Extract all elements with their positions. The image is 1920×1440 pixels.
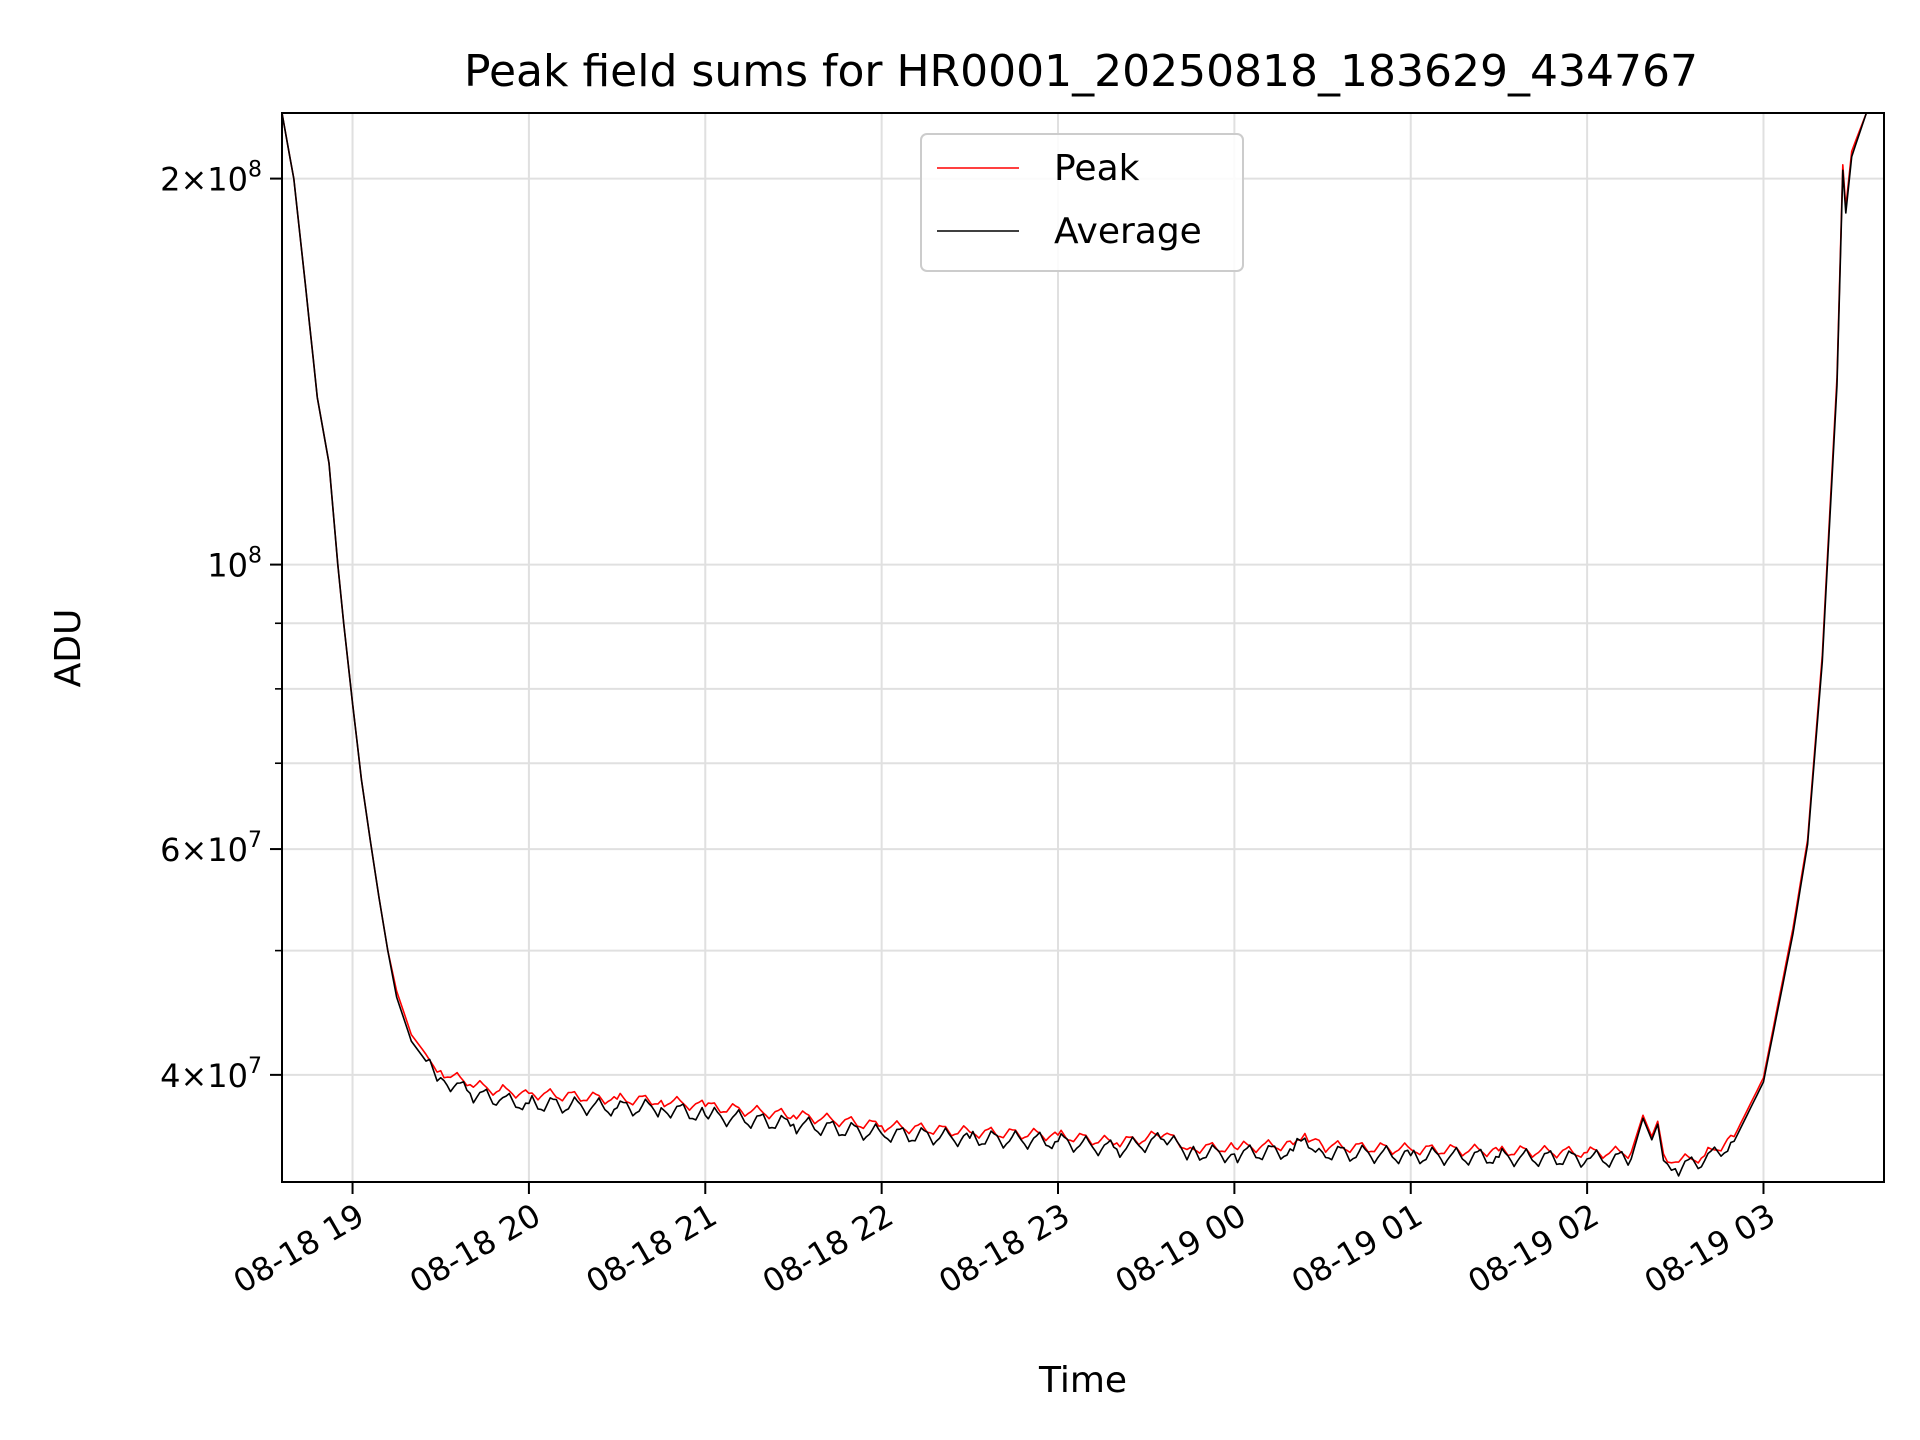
series-line-peak: [282, 113, 1884, 1164]
y-tick-label: 108: [207, 544, 262, 585]
y-axis-label: ADU: [48, 609, 89, 688]
series-lines: [282, 113, 1884, 1177]
legend-label-average: Average: [1054, 211, 1202, 252]
legend-label-peak: Peak: [1054, 148, 1140, 189]
series-line-average: [282, 113, 1884, 1177]
y-tick-label: 2×108: [160, 158, 262, 199]
x-axis-label: Time: [1038, 1360, 1127, 1401]
y-tick-label: 6×107: [160, 828, 262, 869]
y-tick-label: 4×107: [160, 1054, 262, 1095]
legend: Peak Average: [920, 133, 1244, 272]
grid: [282, 113, 1884, 1182]
chart-title: Peak field sums for HR0001_20250818_1836…: [464, 46, 1698, 97]
plot-frame: [281, 112, 1885, 1183]
